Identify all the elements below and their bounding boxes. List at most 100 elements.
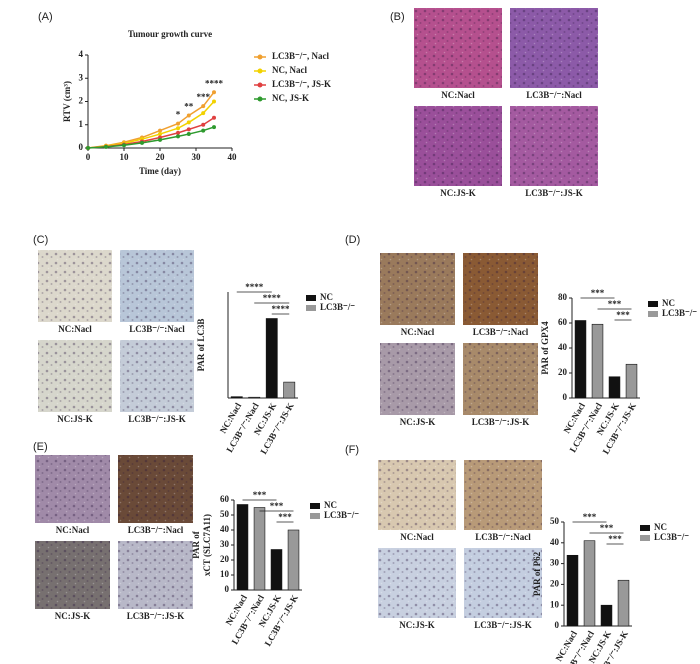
bar: [583, 540, 596, 627]
significance-label: ***: [608, 534, 622, 544]
x-tick-label: 40: [228, 152, 238, 162]
point: [186, 127, 191, 132]
significance-label: ***: [600, 523, 614, 533]
y-tick-label: 0: [225, 584, 230, 594]
point: [86, 146, 90, 150]
y-axis-label: PAR of LC3B: [196, 319, 206, 372]
micrograph-texture: [414, 106, 502, 186]
legend-label: LC3B⁻/⁻: [662, 308, 697, 318]
y-axis-label: xCT (SLC7A11): [202, 514, 212, 576]
micrograph-texture: [510, 106, 598, 186]
point: [212, 90, 216, 95]
bar: [574, 320, 587, 399]
micrograph-texture: [378, 548, 456, 618]
significance-label: ***: [591, 288, 605, 298]
micrograph-texture: [35, 541, 110, 609]
significance-label: ***: [583, 512, 597, 522]
legend-marker: [257, 54, 263, 60]
legend-swatch: [648, 311, 658, 317]
image-label: LC3B⁻/⁻:Nacl: [128, 525, 184, 535]
y-axis-label: PAR of: [191, 530, 201, 559]
point: [212, 115, 216, 120]
y-tick-label: 60: [558, 317, 568, 327]
point: [201, 128, 206, 133]
y-tick-label: 50: [550, 516, 560, 526]
bar: [283, 381, 296, 399]
point: [212, 99, 216, 104]
image-label: LC3B⁻/⁻:JS-K: [472, 417, 530, 427]
y-tick-label: 10: [220, 569, 230, 579]
point: [176, 130, 180, 135]
y-tick-label: 40: [558, 342, 568, 352]
image-label: LC3B⁻/⁻:JS-K: [127, 611, 185, 621]
y-tick-label: 0: [555, 620, 560, 630]
y-tick-label: 60: [220, 494, 230, 504]
significance-label: ***: [270, 501, 284, 511]
legend-marker: [257, 82, 263, 88]
image-label: LC3B⁻/⁻:Nacl: [475, 532, 531, 542]
point: [186, 120, 191, 125]
y-tick-label: 40: [550, 537, 560, 547]
y-tick-label: 2: [79, 96, 84, 106]
image-label: LC3B⁻/⁻:Nacl: [526, 90, 582, 100]
point: [158, 128, 162, 133]
chart-title: Tumour growth curve: [128, 29, 212, 39]
legend-label: NC: [320, 292, 333, 302]
bar: [625, 363, 638, 399]
image-label: NC:JS-K: [440, 188, 476, 198]
point: [186, 132, 191, 137]
significance-label: ***: [616, 310, 630, 320]
micrograph-texture: [378, 460, 456, 530]
legend-swatch: [306, 295, 316, 301]
y-axis-label: PAR of GPX4: [540, 321, 550, 375]
y-axis-label: RTV (cm³): [62, 81, 72, 122]
point: [140, 140, 144, 145]
point: [176, 134, 180, 139]
micrograph-texture: [463, 253, 538, 325]
bar: [253, 507, 266, 591]
micrograph-texture: [38, 250, 112, 322]
micrograph-texture: [464, 548, 542, 618]
point: [104, 144, 108, 149]
significance-label: ***: [608, 299, 622, 309]
legend-swatch: [640, 525, 650, 531]
micrograph-texture: [380, 343, 455, 415]
bar: [236, 504, 249, 591]
point: [176, 121, 180, 126]
image-label: NC:Nacl: [58, 324, 92, 334]
x-tick-label: 0: [86, 152, 91, 162]
bar: [608, 376, 621, 399]
bar: [265, 318, 278, 399]
annotation: ***: [196, 92, 210, 102]
significance-label: ****: [272, 304, 291, 314]
y-tick-label: 3: [79, 72, 84, 82]
point: [186, 113, 191, 118]
point: [201, 104, 206, 109]
image-label: NC:Nacl: [56, 525, 90, 535]
panel-label: (B): [390, 11, 405, 23]
significance-label: ***: [253, 490, 267, 500]
legend-label: NC: [662, 298, 675, 308]
micrograph-texture: [463, 343, 538, 415]
y-tick-label: 4: [79, 49, 84, 59]
legend-swatch: [310, 513, 320, 519]
x-tick-label: 20: [156, 152, 166, 162]
micrograph-texture: [414, 8, 502, 88]
significance-label: ****: [263, 293, 282, 303]
image-label: LC3B⁻/⁻:JS-K: [474, 620, 532, 630]
image-label: NC:JS-K: [57, 414, 93, 424]
panel-label: (A): [38, 11, 53, 23]
point: [158, 132, 162, 137]
image-label: NC:JS-K: [400, 417, 436, 427]
bar: [617, 579, 630, 627]
legend-label: LC3B⁻/⁻: [320, 302, 355, 312]
y-tick-label: 10: [550, 599, 560, 609]
image-label: LC3B⁻/⁻:JS-K: [128, 414, 186, 424]
legend-label: LC3B⁻/⁻: [654, 532, 689, 542]
panel-label: (C): [33, 234, 48, 246]
y-tick-label: 1: [79, 119, 84, 129]
micrograph-texture: [118, 541, 193, 609]
micrograph-texture: [510, 8, 598, 88]
micrograph-texture: [118, 455, 193, 523]
